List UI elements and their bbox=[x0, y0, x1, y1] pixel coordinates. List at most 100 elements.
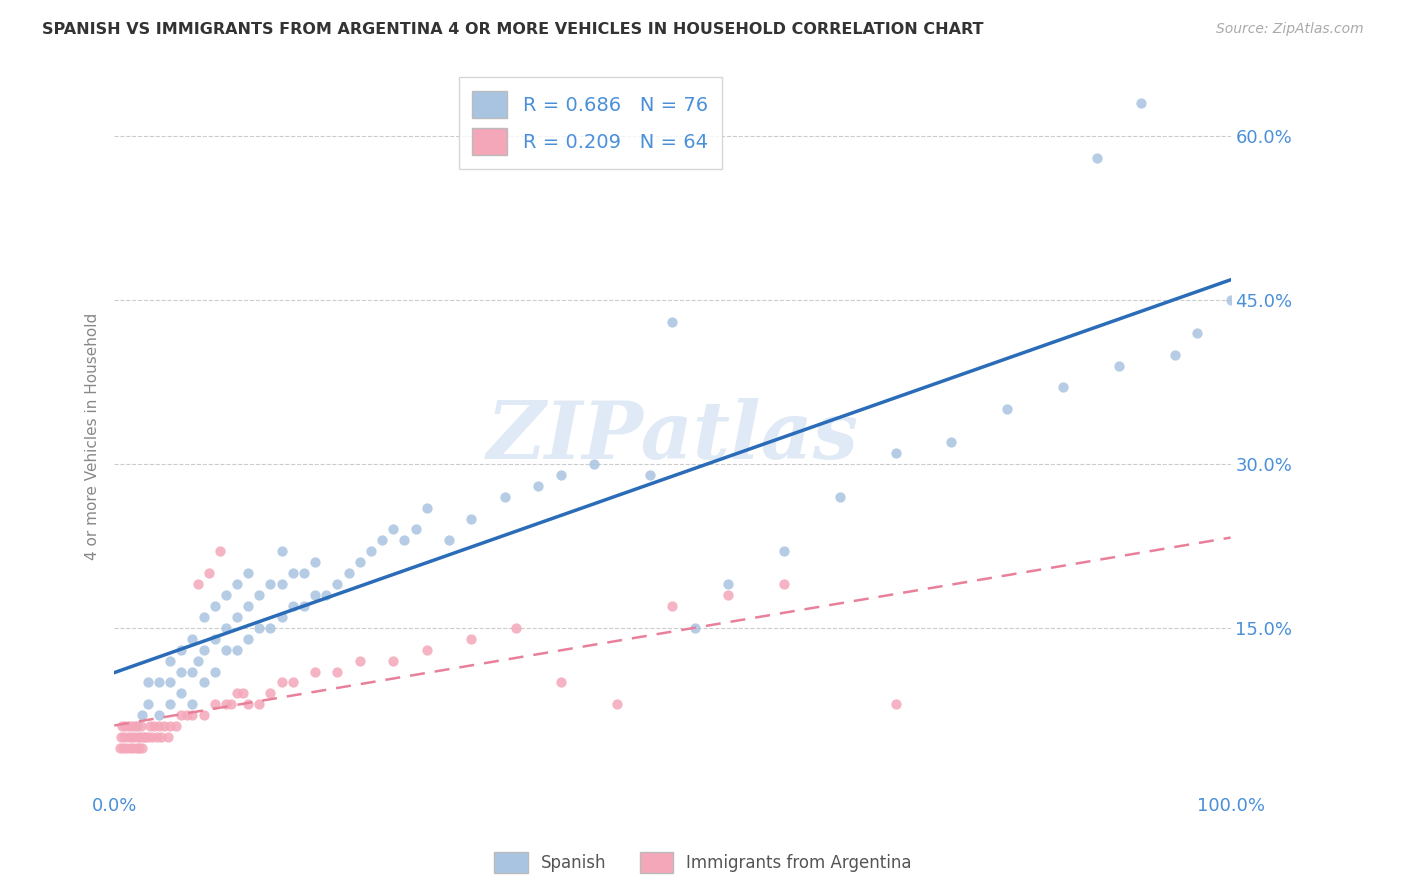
Point bbox=[187, 654, 209, 668]
Point bbox=[121, 719, 143, 733]
Point bbox=[394, 533, 416, 548]
Point bbox=[215, 642, 238, 657]
Point bbox=[437, 533, 460, 548]
Point bbox=[132, 730, 155, 744]
Point bbox=[1219, 293, 1241, 307]
Point bbox=[270, 675, 292, 690]
Point bbox=[159, 719, 181, 733]
Point bbox=[247, 698, 270, 712]
Point bbox=[136, 675, 159, 690]
Point bbox=[170, 708, 193, 723]
Point bbox=[460, 511, 482, 525]
Point bbox=[226, 610, 249, 624]
Point bbox=[127, 730, 149, 744]
Point bbox=[181, 708, 204, 723]
Point bbox=[941, 435, 963, 450]
Point bbox=[165, 719, 187, 733]
Point bbox=[292, 599, 315, 613]
Point bbox=[773, 544, 796, 558]
Point bbox=[494, 490, 516, 504]
Point bbox=[150, 730, 173, 744]
Point bbox=[828, 490, 851, 504]
Point bbox=[159, 654, 181, 668]
Point bbox=[236, 698, 259, 712]
Point bbox=[117, 730, 139, 744]
Point bbox=[382, 654, 405, 668]
Point bbox=[1052, 380, 1074, 394]
Point bbox=[550, 467, 572, 482]
Point bbox=[281, 675, 304, 690]
Point bbox=[460, 632, 482, 646]
Point bbox=[884, 698, 907, 712]
Point bbox=[204, 632, 226, 646]
Point bbox=[550, 675, 572, 690]
Point bbox=[259, 621, 281, 635]
Text: ZIPatlas: ZIPatlas bbox=[486, 398, 859, 475]
Point bbox=[129, 719, 152, 733]
Point bbox=[181, 665, 204, 679]
Point bbox=[204, 599, 226, 613]
Point bbox=[304, 588, 326, 602]
Point bbox=[170, 642, 193, 657]
Point bbox=[204, 698, 226, 712]
Point bbox=[118, 741, 141, 756]
Point bbox=[170, 665, 193, 679]
Point bbox=[1130, 96, 1153, 111]
Point bbox=[505, 621, 527, 635]
Point bbox=[326, 577, 349, 591]
Point bbox=[884, 446, 907, 460]
Point bbox=[226, 577, 249, 591]
Point bbox=[181, 698, 204, 712]
Point bbox=[382, 523, 405, 537]
Point bbox=[371, 533, 394, 548]
Point bbox=[159, 698, 181, 712]
Point bbox=[114, 719, 136, 733]
Point bbox=[181, 632, 204, 646]
Point bbox=[661, 599, 683, 613]
Point bbox=[111, 719, 134, 733]
Point bbox=[259, 577, 281, 591]
Point bbox=[236, 599, 259, 613]
Point bbox=[148, 719, 170, 733]
Point bbox=[995, 402, 1018, 417]
Point bbox=[209, 544, 232, 558]
Point bbox=[259, 686, 281, 700]
Point bbox=[176, 708, 198, 723]
Point bbox=[1085, 151, 1108, 165]
Point bbox=[226, 686, 249, 700]
Y-axis label: 4 or more Vehicles in Household: 4 or more Vehicles in Household bbox=[86, 313, 100, 560]
Point bbox=[112, 741, 135, 756]
Point bbox=[606, 698, 628, 712]
Point bbox=[125, 741, 148, 756]
Point bbox=[583, 457, 606, 471]
Point bbox=[773, 577, 796, 591]
Point bbox=[124, 719, 146, 733]
Point bbox=[204, 665, 226, 679]
Point bbox=[337, 566, 360, 581]
Point bbox=[661, 315, 683, 329]
Point bbox=[270, 544, 292, 558]
Point bbox=[131, 741, 153, 756]
Legend: Spanish, Immigrants from Argentina: Spanish, Immigrants from Argentina bbox=[488, 846, 918, 880]
Point bbox=[281, 566, 304, 581]
Point bbox=[193, 675, 215, 690]
Point bbox=[120, 730, 142, 744]
Point bbox=[304, 665, 326, 679]
Point bbox=[717, 577, 740, 591]
Point bbox=[122, 741, 145, 756]
Point bbox=[187, 577, 209, 591]
Point bbox=[108, 741, 131, 756]
Legend: R = 0.686   N = 76, R = 0.209   N = 64: R = 0.686 N = 76, R = 0.209 N = 64 bbox=[458, 77, 721, 169]
Point bbox=[226, 642, 249, 657]
Point bbox=[141, 730, 163, 744]
Point bbox=[153, 719, 176, 733]
Point bbox=[148, 675, 170, 690]
Point bbox=[193, 708, 215, 723]
Point bbox=[281, 599, 304, 613]
Point bbox=[134, 730, 156, 744]
Point bbox=[236, 632, 259, 646]
Point bbox=[215, 621, 238, 635]
Point bbox=[270, 610, 292, 624]
Point bbox=[1108, 359, 1130, 373]
Point bbox=[349, 654, 371, 668]
